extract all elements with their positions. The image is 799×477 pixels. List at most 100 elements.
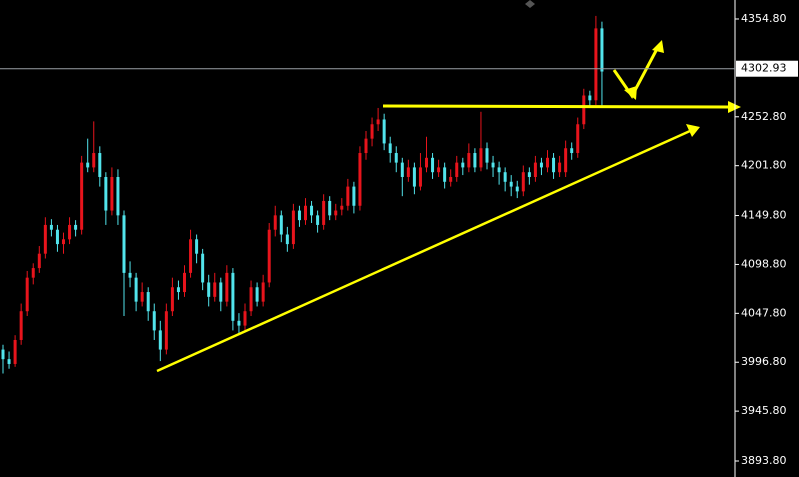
candle-body — [418, 167, 422, 187]
candle-body — [370, 124, 374, 139]
candle-body — [285, 234, 289, 245]
candle-body — [237, 320, 241, 326]
candle-body — [231, 272, 235, 321]
candle-body — [55, 229, 59, 245]
candle-body — [346, 186, 350, 206]
candle-body — [449, 176, 453, 182]
y-tick-label: 3996.80 — [741, 355, 787, 368]
y-tick-label: 4252.80 — [741, 110, 787, 123]
candle-body — [431, 157, 435, 173]
candle-body — [552, 157, 556, 173]
candle-body — [594, 28, 598, 101]
candle-body — [140, 292, 144, 302]
candle-body — [406, 167, 410, 177]
candle-body — [467, 153, 471, 168]
candle-body — [13, 339, 17, 364]
candle-body — [31, 268, 35, 278]
candle-body — [455, 162, 459, 177]
candle-body — [570, 148, 574, 154]
candle-body — [394, 153, 398, 163]
candle-body — [195, 239, 199, 254]
candle-body — [479, 148, 483, 168]
candle-body — [352, 186, 356, 206]
candle-body — [116, 176, 120, 216]
candle-body — [74, 224, 78, 230]
candle-body — [539, 162, 543, 168]
y-tick-label: 3945.80 — [741, 404, 787, 417]
last-price-label: 4302.93 — [741, 62, 787, 75]
candle-body — [509, 181, 513, 187]
candle-body — [43, 224, 47, 254]
candle-body — [310, 205, 314, 216]
last-price-box — [736, 60, 798, 77]
y-tick-label: 4354.80 — [741, 12, 787, 25]
candle-body — [334, 210, 338, 216]
y-tick-label: 4149.80 — [741, 209, 787, 222]
candle-body — [189, 239, 193, 273]
candle-body — [1, 349, 5, 360]
candle-body — [364, 138, 368, 154]
candle-body — [358, 153, 362, 206]
candle-body — [564, 148, 568, 173]
candle-body — [261, 282, 265, 302]
candle-body — [515, 186, 519, 192]
candle-body — [491, 162, 495, 168]
candle-body — [388, 143, 392, 154]
candle-body — [546, 157, 549, 168]
candle-body — [86, 162, 90, 168]
candle-body — [183, 272, 186, 293]
candle-body — [68, 224, 72, 240]
candle-body — [170, 287, 174, 312]
candle-body — [249, 287, 253, 312]
candle-body — [485, 148, 489, 163]
candle-body — [588, 95, 592, 101]
y-tick-label: 4201.80 — [741, 159, 787, 172]
candle-body — [110, 176, 114, 211]
y-tick-label: 3893.80 — [741, 454, 787, 467]
candle-body — [576, 124, 580, 154]
annotations — [156, 40, 741, 373]
candle-body — [582, 95, 586, 125]
candle-body — [176, 287, 180, 293]
candle-body — [62, 239, 65, 245]
candle-body — [25, 277, 29, 312]
candle-body — [164, 311, 168, 350]
candle-body — [461, 162, 465, 168]
marker — [525, 0, 535, 8]
candle-body — [158, 330, 162, 350]
candle-body — [322, 200, 326, 225]
candle-body — [328, 200, 332, 216]
candle-body — [219, 282, 223, 302]
resistance-line — [382, 104, 731, 109]
candle-body — [19, 311, 23, 340]
candle-body — [297, 210, 301, 221]
candle-body — [527, 172, 531, 177]
candle-body — [213, 282, 217, 297]
candle-body — [255, 287, 259, 302]
candle-body — [146, 292, 150, 312]
candle-body — [473, 153, 477, 168]
candle-body — [340, 205, 344, 210]
candle-body — [104, 176, 108, 211]
candle-body — [412, 167, 416, 187]
candle-body — [600, 28, 604, 72]
candle-body — [503, 172, 507, 182]
candle-body — [243, 311, 247, 326]
candle-body — [98, 153, 102, 177]
candle-body — [49, 224, 53, 230]
candle-body — [521, 172, 525, 192]
candle-body — [425, 157, 428, 168]
candle-body — [273, 215, 277, 230]
candle-body — [558, 162, 562, 173]
candle-body — [304, 205, 307, 221]
y-tick-label: 4098.80 — [741, 257, 787, 270]
candle-body — [7, 359, 11, 364]
candle-body — [37, 253, 41, 269]
candle-body — [267, 229, 271, 283]
arrow-head — [652, 40, 664, 53]
candle-body — [443, 167, 447, 182]
candle-body — [291, 210, 295, 245]
